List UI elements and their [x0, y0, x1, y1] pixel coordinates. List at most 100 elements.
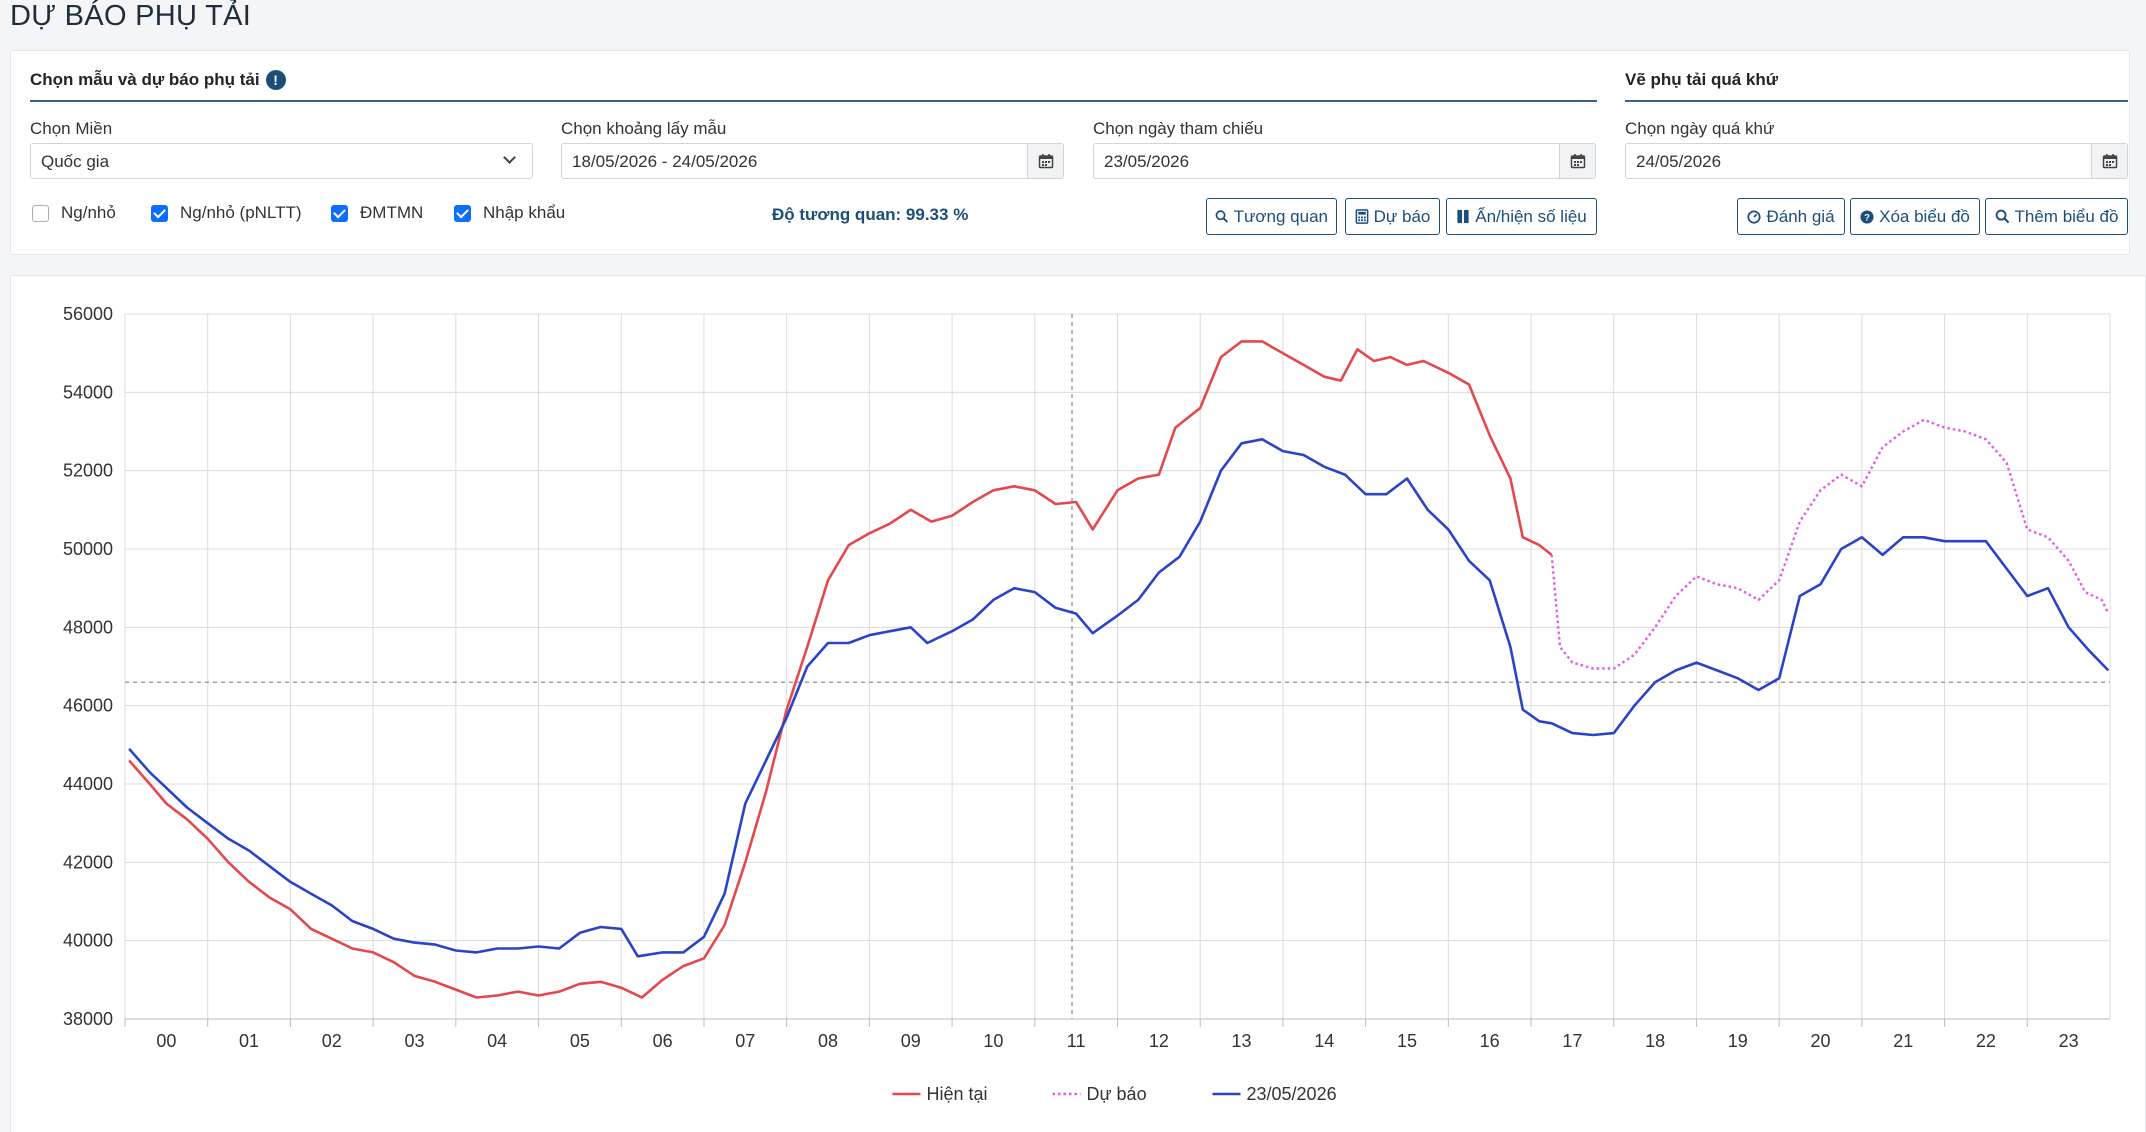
x-tick-label: 05: [570, 1031, 590, 1051]
past-date-value: 24/05/2026: [1636, 152, 1722, 171]
x-tick-label: 11: [1067, 1031, 1086, 1051]
checkbox-label: ĐMTMN: [360, 203, 424, 222]
ref-date-label: Chọn ngày tham chiếu: [1093, 119, 1264, 138]
x-axis: 00 01 02 03 04 05 06 07 08 09 10 11 12 13 14 15 16 17 18 19…: [124, 1018, 2110, 1051]
checkbox-dmtmn[interactable]: ĐMTMN: [331, 203, 423, 223]
x-tick-label: 18: [1645, 1031, 1665, 1051]
y-tick-label: 50000: [63, 539, 113, 559]
sample-range-input[interactable]: 18/05/2026 - 24/05/2026: [561, 143, 1064, 179]
evaluate-button-label: Đánh giá: [1766, 206, 1835, 226]
clear-chart-button-label: Xóa biểu đồ: [1879, 206, 1970, 226]
y-axis: 38000 40000 42000 44000 46000 48000 50000 52000…: [63, 304, 113, 1029]
x-tick-label: 01: [239, 1031, 259, 1051]
add-chart-button-label: Thêm biểu đồ: [2014, 206, 2119, 226]
checkbox-box[interactable]: [331, 204, 348, 222]
past-date-input[interactable]: 24/05/2026: [1625, 143, 2128, 179]
svg-text:?: ?: [1864, 212, 1870, 223]
legend-label: Hiện tại: [927, 1084, 988, 1104]
region-select-value: Quốc gia: [41, 152, 110, 171]
ref-date-input[interactable]: 23/05/2026: [1093, 143, 1596, 179]
y-tick-label: 52000: [63, 461, 113, 481]
x-tick-label: 07: [735, 1031, 755, 1051]
y-tick-label: 54000: [63, 382, 113, 402]
x-tick-label: 13: [1232, 1031, 1252, 1051]
region-label: Chọn Miền: [30, 119, 113, 138]
chart-series: [128, 340, 2110, 999]
gauge-icon: [1747, 209, 1762, 224]
checkbox-ng-nho-pnltt[interactable]: Ng/nhỏ (pNLTT): [151, 203, 302, 223]
checkbox-label: Ng/nhỏ: [61, 203, 116, 222]
x-tick-label: 19: [1728, 1031, 1748, 1051]
forecast-button-label: Dự báo: [1373, 206, 1431, 226]
toggle-data-button[interactable]: Ẩn/hiện số liệu: [1446, 198, 1597, 235]
checkbox-label: Ng/nhỏ (pNLTT): [180, 203, 302, 222]
forecast-section-title-text: Chọn mẫu và dự báo phụ tải: [30, 70, 260, 89]
legend-item[interactable]: 23/05/2026: [1212, 1084, 1337, 1104]
x-tick-label: 02: [322, 1031, 342, 1051]
crosshair: [125, 314, 2110, 1019]
y-tick-label: 44000: [63, 774, 113, 794]
checkbox-nhap-khau[interactable]: Nhập khẩu: [454, 203, 565, 223]
history-section-title: Vẽ phụ tải quá khứ: [1625, 70, 1779, 89]
chart-legend[interactable]: Hiện tại Dự báo 23/05/2026: [892, 1084, 1337, 1104]
ref-date-value: 23/05/2026: [1104, 152, 1190, 171]
y-tick-label: 40000: [63, 931, 113, 951]
forecast-section-title: Chọn mẫu và dự báo phụ tải !: [30, 70, 286, 90]
series-line-2: [128, 438, 2110, 958]
correlation-readout: Độ tương quan: 99.33 %: [772, 205, 969, 224]
x-tick-label: 21: [1893, 1031, 1913, 1051]
calculator-icon: [1355, 209, 1368, 224]
columns-icon: [1457, 209, 1469, 224]
info-circle-icon[interactable]: !: [265, 70, 286, 90]
checkbox-ng-nho[interactable]: Ng/nhỏ: [32, 203, 116, 223]
x-tick-label: 23: [2059, 1031, 2079, 1051]
y-tick-label: 42000: [63, 852, 113, 872]
add-chart-button[interactable]: Thêm biểu đồ: [1985, 198, 2128, 235]
x-tick-label: 17: [1562, 1031, 1582, 1051]
series-line-1: [1550, 418, 2110, 670]
x-tick-label: 14: [1314, 1031, 1334, 1051]
legend-item[interactable]: Dự báo: [1052, 1084, 1147, 1104]
checkbox-box[interactable]: [32, 204, 49, 222]
x-tick-label: 12: [1149, 1031, 1169, 1051]
chart-panel: 38000 40000 42000 44000 46000 48000 50000 52000…: [10, 275, 2146, 1132]
toggle-data-button-label: Ẩn/hiện số liệu: [1475, 206, 1587, 226]
forecast-button[interactable]: Dự báo: [1345, 198, 1440, 235]
page-title: DỰ BÁO PHỤ TẢI: [10, 0, 252, 32]
load-forecast-chart[interactable]: 38000 40000 42000 44000 46000 48000 50000 52000…: [11, 276, 2146, 1132]
checkbox-box[interactable]: [454, 204, 471, 222]
x-tick-label: 15: [1397, 1031, 1417, 1051]
legend-label: Dự báo: [1087, 1084, 1147, 1104]
question-circle-icon: ?: [1860, 209, 1874, 224]
legend-label: 23/05/2026: [1247, 1084, 1337, 1104]
x-tick-label: 22: [1976, 1031, 1996, 1051]
sample-range-value: 18/05/2026 - 24/05/2026: [572, 152, 758, 171]
x-tick-label: 06: [653, 1031, 673, 1051]
checkbox-box[interactable]: [151, 204, 168, 222]
search-icon: [1995, 209, 2009, 224]
evaluate-button[interactable]: Đánh giá: [1737, 198, 1845, 235]
clear-chart-button[interactable]: ? Xóa biểu đồ: [1850, 198, 1980, 235]
checkbox-label: Nhập khẩu: [483, 203, 566, 222]
region-select[interactable]: Quốc gia: [30, 143, 533, 179]
y-tick-label: 38000: [63, 1009, 113, 1029]
search-icon: [1215, 210, 1229, 223]
calendar-icon[interactable]: [1027, 144, 1063, 178]
calendar-icon[interactable]: [1559, 144, 1595, 178]
legend-item[interactable]: Hiện tại: [892, 1084, 988, 1104]
past-date-label: Chọn ngày quá khứ: [1625, 119, 1775, 138]
forecast-section-divider: [30, 100, 1597, 102]
x-tick-label: 10: [983, 1031, 1003, 1051]
sample-range-label: Chọn khoảng lấy mẫu: [561, 119, 727, 138]
y-tick-label: 46000: [63, 696, 113, 716]
history-section-divider: [1625, 100, 2128, 102]
chevron-down-icon: [503, 151, 516, 164]
y-tick-label: 56000: [63, 304, 113, 324]
x-tick-label: 08: [818, 1031, 838, 1051]
calendar-icon[interactable]: [2091, 144, 2127, 178]
series-line-0: [128, 340, 1553, 999]
correlate-button[interactable]: Tương quan: [1206, 198, 1337, 235]
correlate-button-label: Tương quan: [1233, 206, 1328, 226]
x-tick-label: 16: [1480, 1031, 1500, 1051]
x-tick-label: 04: [487, 1031, 507, 1051]
